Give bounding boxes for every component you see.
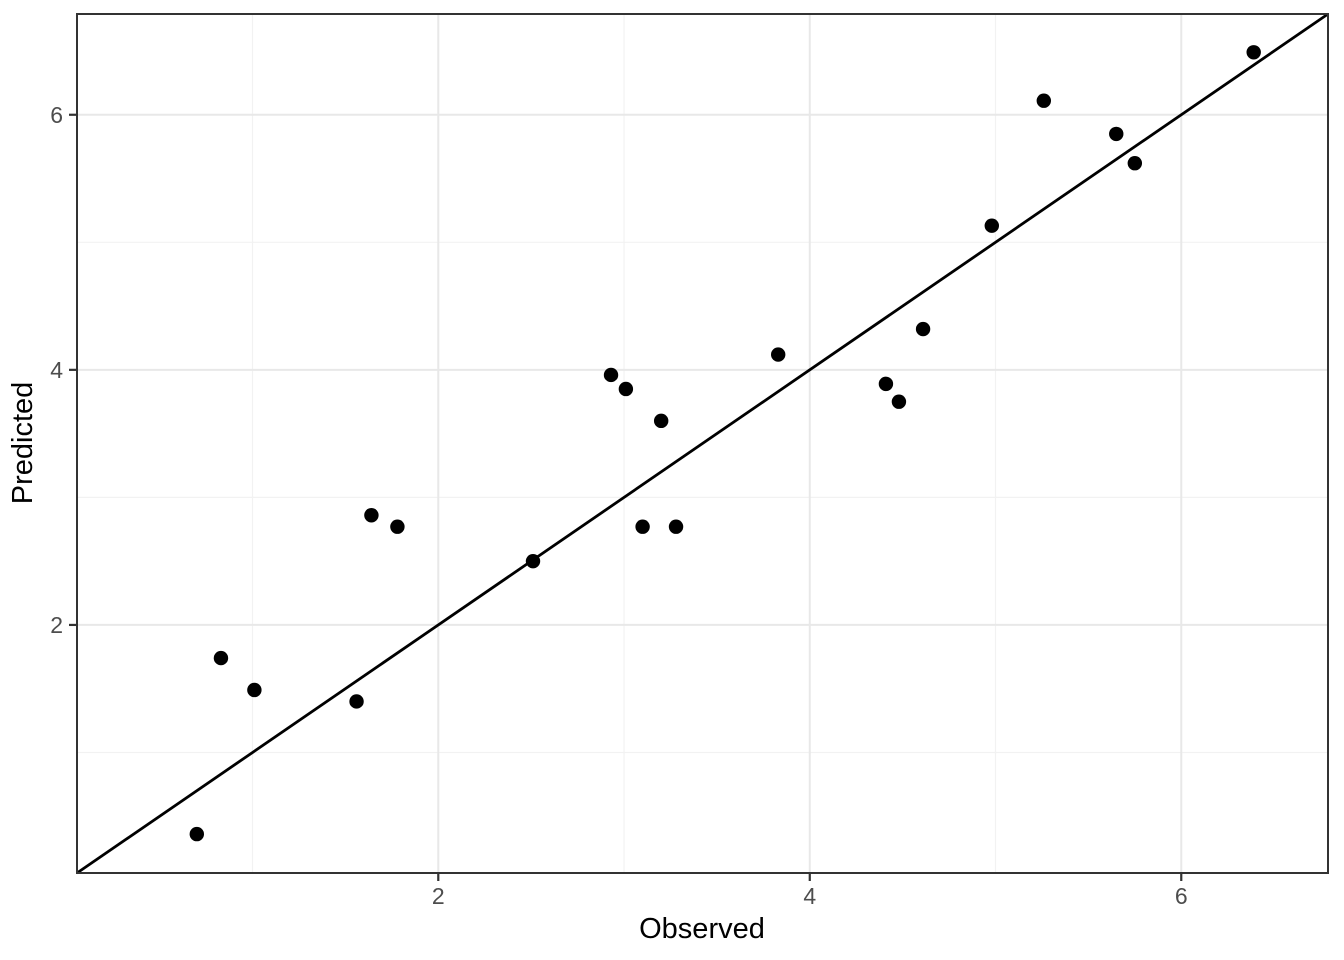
- data-point: [984, 218, 999, 233]
- data-point: [891, 394, 907, 409]
- data-point: [364, 508, 379, 523]
- data-point: [349, 694, 364, 709]
- y-tick-label: 4: [50, 357, 63, 383]
- y-tick-label: 6: [50, 102, 63, 128]
- data-point: [618, 381, 634, 397]
- y-axis-title: Predicted: [7, 382, 39, 505]
- data-point: [1246, 45, 1261, 60]
- data-point: [915, 321, 931, 337]
- data-point: [390, 519, 405, 534]
- data-point: [1127, 156, 1143, 171]
- x-axis-title: Observed: [639, 913, 765, 945]
- data-point: [668, 519, 684, 534]
- x-tick-label: 6: [1175, 883, 1188, 909]
- data-point: [213, 650, 229, 666]
- data-point: [770, 347, 786, 362]
- data-point: [1109, 126, 1124, 142]
- panel-border: [76, 13, 1329, 874]
- x-tick-label: 2: [432, 883, 445, 909]
- data-point: [603, 367, 619, 383]
- data-point: [653, 413, 669, 429]
- data-point: [189, 826, 205, 842]
- axis-layer: 2 4 6 2 4 6: [50, 13, 1329, 909]
- identity-line: [76, 12, 1329, 875]
- data-point: [1036, 93, 1052, 108]
- x-tick-label: 4: [803, 883, 816, 909]
- data-point: [247, 682, 262, 698]
- data-point: [878, 376, 894, 392]
- geom-layer: [76, 12, 1329, 875]
- y-tick-label: 2: [50, 612, 63, 638]
- data-point: [635, 519, 650, 534]
- data-point: [525, 553, 541, 569]
